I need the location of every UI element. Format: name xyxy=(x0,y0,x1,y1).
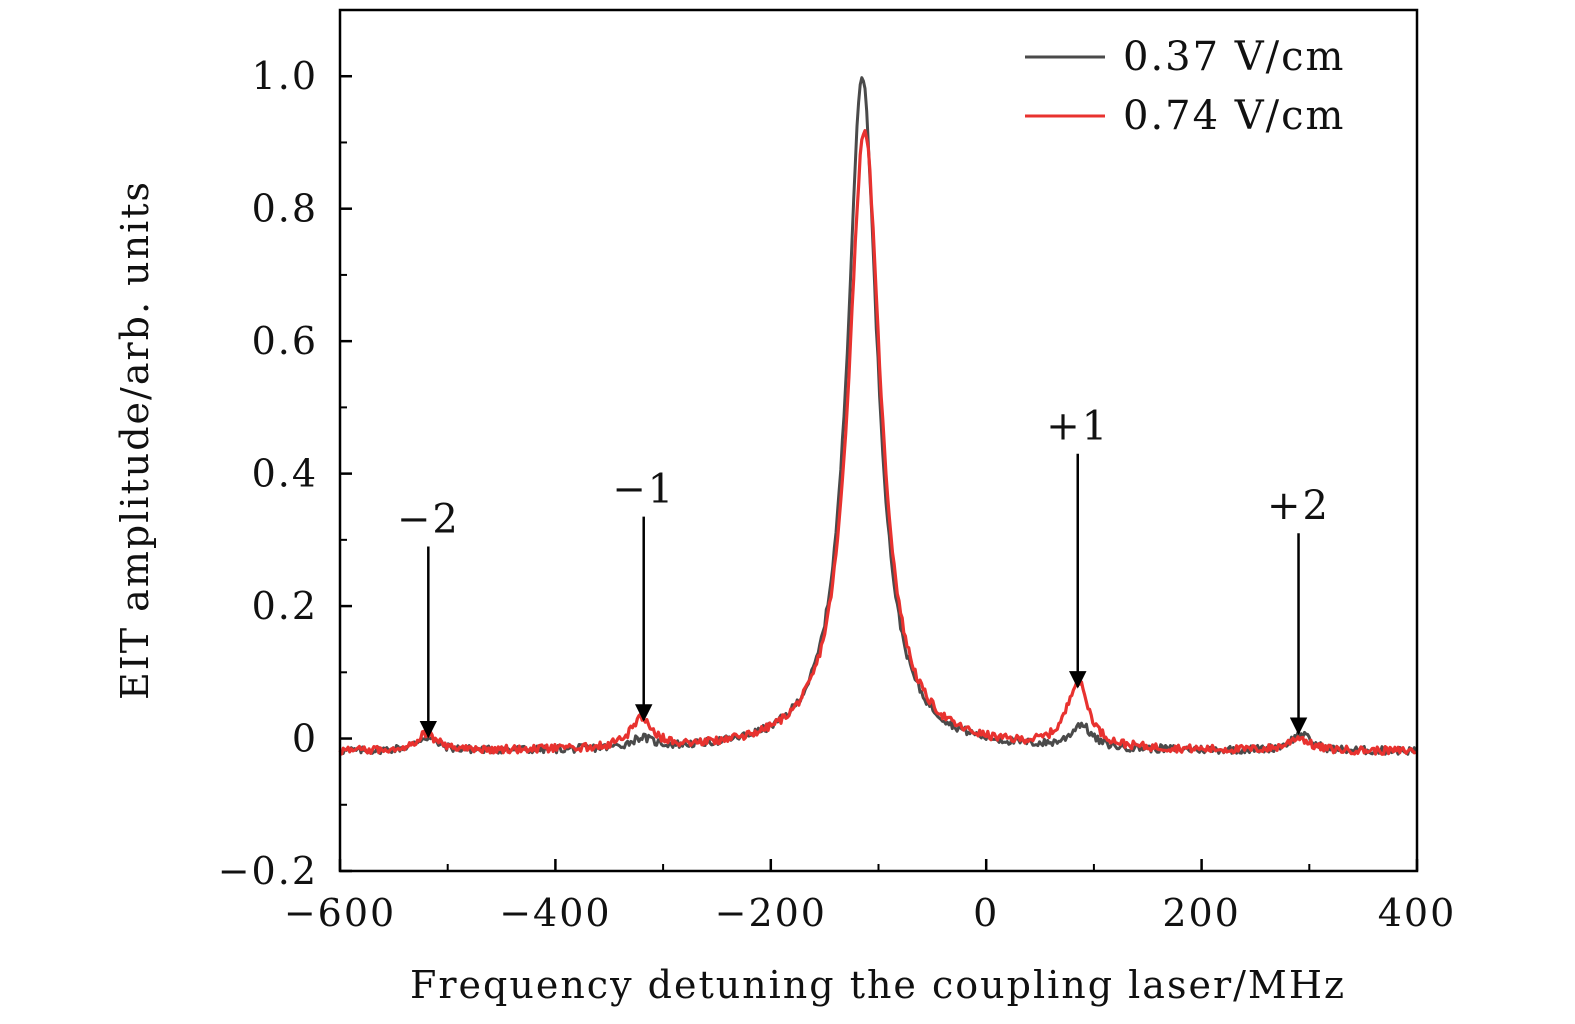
legend-label-0-74: 0.74 V/cm xyxy=(1123,93,1345,139)
x-tick-label: 0 xyxy=(973,891,999,935)
x-tick-label: −600 xyxy=(284,891,396,935)
peak-label: +1 xyxy=(1046,404,1109,450)
x-axis-label: Frequency detuning the coupling laser/MH… xyxy=(410,963,1346,1007)
y-axis-title: EIT amplitude/arb. units xyxy=(113,180,157,700)
y-tick-label: 0.4 xyxy=(252,452,318,496)
legend: 0.37 V/cm 0.74 V/cm xyxy=(1025,34,1345,139)
y-tick-label: 0.2 xyxy=(252,584,318,628)
axis-ticks: −600 −400 −200 0 200 400 −0.2 0 0.2 0.4 0.6 0.8 1.0 xyxy=(218,9,1457,935)
y-tick-label: −0.2 xyxy=(218,849,318,893)
y-tick-label: 0.6 xyxy=(252,319,318,363)
x-tick-label: −200 xyxy=(715,891,827,935)
series-line-0-37-v-cm xyxy=(339,76,1418,756)
peak-label: +2 xyxy=(1267,483,1330,529)
peak-label: −2 xyxy=(397,496,460,542)
peak-label: −1 xyxy=(612,467,675,513)
y-tick-label: 1.0 xyxy=(252,54,318,98)
y-tick-label: 0.8 xyxy=(252,187,318,231)
peak-annotations: −2 −1 +1 +2 xyxy=(397,404,1330,739)
series-line-0-74-v-cm xyxy=(338,129,1417,756)
x-tick-label: 200 xyxy=(1162,891,1241,935)
y-tick-label: 0 xyxy=(292,717,318,761)
plot-frame xyxy=(338,8,1419,873)
x-tick-label: 400 xyxy=(1378,891,1457,935)
x-tick-label: −400 xyxy=(499,891,611,935)
plot-area xyxy=(338,76,1418,756)
y-axis-label: EIT amplitude/arb. units xyxy=(113,180,157,700)
legend-label-0-37: 0.37 V/cm xyxy=(1123,34,1345,80)
